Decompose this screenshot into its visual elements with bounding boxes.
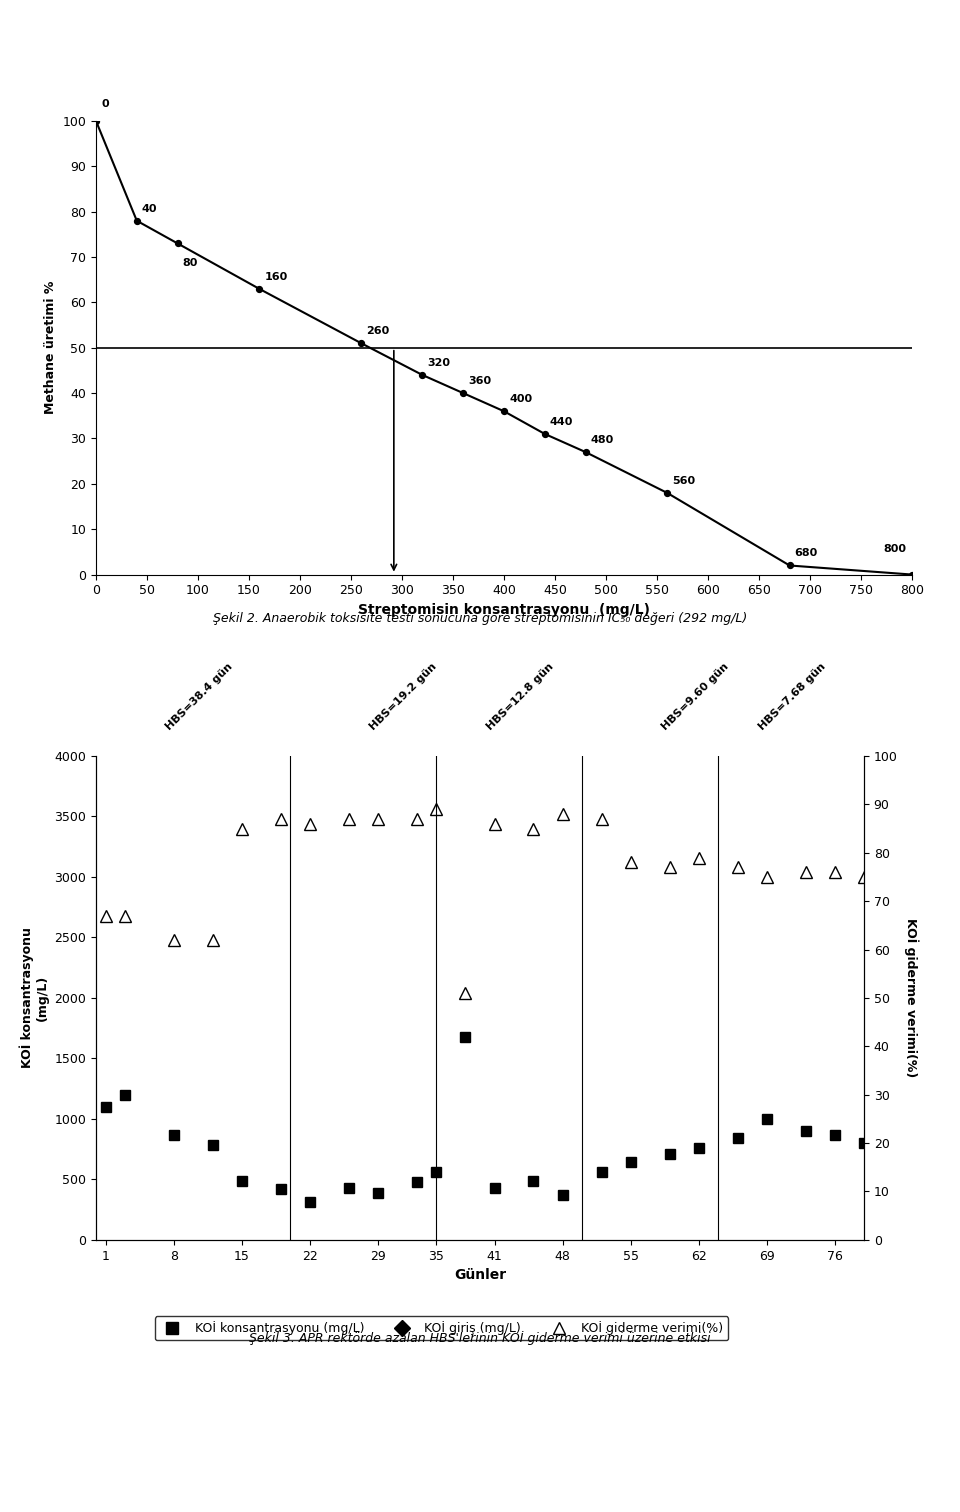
Text: 320: 320	[427, 358, 450, 367]
Text: HBS=38.4 gün: HBS=38.4 gün	[164, 661, 234, 732]
Text: 800: 800	[883, 544, 906, 553]
X-axis label: Günler: Günler	[454, 1269, 506, 1282]
Point	[415, 363, 430, 387]
Text: 360: 360	[468, 376, 492, 386]
Text: HBS=19.2 gün: HBS=19.2 gün	[369, 661, 439, 732]
Legend: KOİ konsantrasyonu (mg/L), KOİ giriş (mg/L), KOİ giderme verimi(%): KOİ konsantrasyonu (mg/L), KOİ giriş (mg…	[155, 1315, 729, 1340]
Text: 160: 160	[264, 272, 288, 281]
Text: Şekil 2. Anaerobik toksisite testi sonucuna göre streptomisinin IC₅₀ değeri (292: Şekil 2. Anaerobik toksisite testi sonuc…	[213, 612, 747, 626]
Text: 80: 80	[182, 259, 198, 268]
Y-axis label: KOİ giderme verimi(%): KOİ giderme verimi(%)	[904, 918, 919, 1078]
Text: HBS=9.60 gün: HBS=9.60 gün	[660, 661, 731, 732]
Text: Şekil 3. APR rektörde azalan HBS'lerinin KOİ giderme verimi üzerine etkisi: Şekil 3. APR rektörde azalan HBS'lerinin…	[250, 1331, 710, 1344]
Text: 680: 680	[795, 549, 818, 558]
Text: 40: 40	[142, 204, 157, 213]
Point	[781, 553, 797, 578]
Text: HBS=12.8 gün: HBS=12.8 gün	[485, 661, 556, 732]
Point	[578, 440, 593, 464]
X-axis label: Streptomisin konsantrasyonu  (mg/L): Streptomisin konsantrasyonu (mg/L)	[358, 603, 650, 617]
Point	[88, 109, 104, 133]
Point	[904, 562, 920, 587]
Point	[455, 381, 470, 405]
Y-axis label: Methane üretimi %: Methane üretimi %	[44, 281, 57, 414]
Text: 0: 0	[101, 100, 108, 109]
Text: 260: 260	[367, 327, 390, 336]
Y-axis label: KOİ konsantrasyonu
(mg/L): KOİ konsantrasyonu (mg/L)	[19, 927, 49, 1069]
Text: 400: 400	[509, 395, 532, 404]
Point	[353, 331, 369, 355]
Point	[170, 231, 185, 256]
Text: 560: 560	[672, 476, 695, 485]
Point	[496, 399, 512, 423]
Point	[252, 277, 267, 301]
Point	[537, 422, 552, 446]
Text: HBS=7.68 gün: HBS=7.68 gün	[757, 661, 828, 732]
Point	[129, 209, 145, 233]
Point	[660, 481, 675, 505]
Text: 440: 440	[550, 417, 573, 426]
Text: 480: 480	[590, 435, 614, 445]
